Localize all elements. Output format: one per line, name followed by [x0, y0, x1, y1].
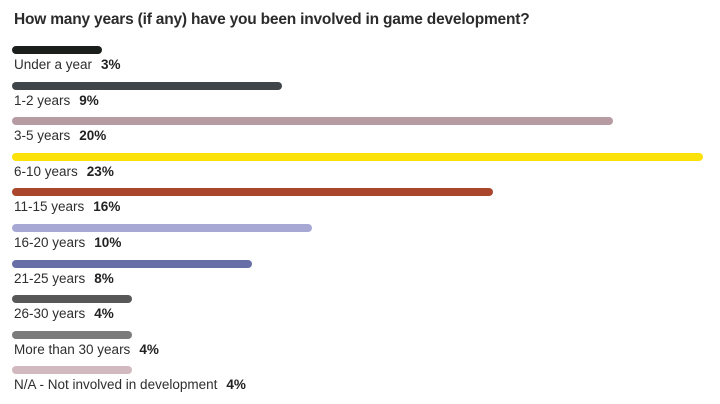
value-label: 16% — [93, 199, 121, 215]
value-label: 8% — [94, 270, 114, 286]
category-label: 11-15 years — [14, 199, 85, 215]
category-label: 21-25 years — [14, 270, 86, 286]
category-label: 3-5 years — [14, 128, 71, 144]
bar-label: More than 30 years 4% — [14, 342, 159, 357]
bar-label: 26-30 years 4% — [14, 306, 114, 321]
value-label: 23% — [86, 163, 114, 179]
bar — [12, 117, 613, 126]
bar-label: 11-15 years 16% — [14, 199, 120, 214]
bar-label: N/A - Not involved in development 4% — [14, 377, 246, 392]
chart-title: How many years (if any) have you been in… — [14, 11, 530, 28]
category-label: 6-10 years — [14, 163, 78, 179]
bar — [12, 366, 133, 375]
value-label: 3% — [101, 57, 121, 72]
category-label: 1-2 years — [14, 92, 71, 108]
bar-label: 6-10 years 23% — [14, 164, 114, 179]
bar — [12, 188, 493, 197]
bar — [12, 46, 103, 54]
value-label: 4% — [94, 306, 114, 322]
bar — [12, 330, 133, 339]
category-label: N/A - Not involved in development — [14, 377, 218, 393]
value-label: 9% — [79, 92, 99, 108]
bar-label: 16-20 years 10% — [14, 235, 121, 250]
bar-label: 21-25 years 8% — [14, 271, 114, 286]
bar — [12, 224, 313, 232]
bar-label: Under a year 3% — [14, 57, 121, 72]
value-label: 4% — [226, 377, 246, 393]
bar — [12, 259, 253, 268]
value-label: 10% — [94, 235, 122, 250]
category-label: More than 30 years — [14, 341, 131, 357]
bar-label: 3-5 years 20% — [14, 128, 106, 143]
bar-label: 1-2 years 9% — [14, 93, 99, 108]
bar — [12, 152, 703, 161]
bar — [12, 81, 283, 90]
value-label: 20% — [79, 128, 107, 144]
bar — [12, 295, 133, 304]
category-label: Under a year — [14, 57, 93, 72]
value-label: 4% — [139, 341, 159, 357]
category-label: 16-20 years — [14, 235, 86, 250]
category-label: 26-30 years — [14, 306, 86, 322]
